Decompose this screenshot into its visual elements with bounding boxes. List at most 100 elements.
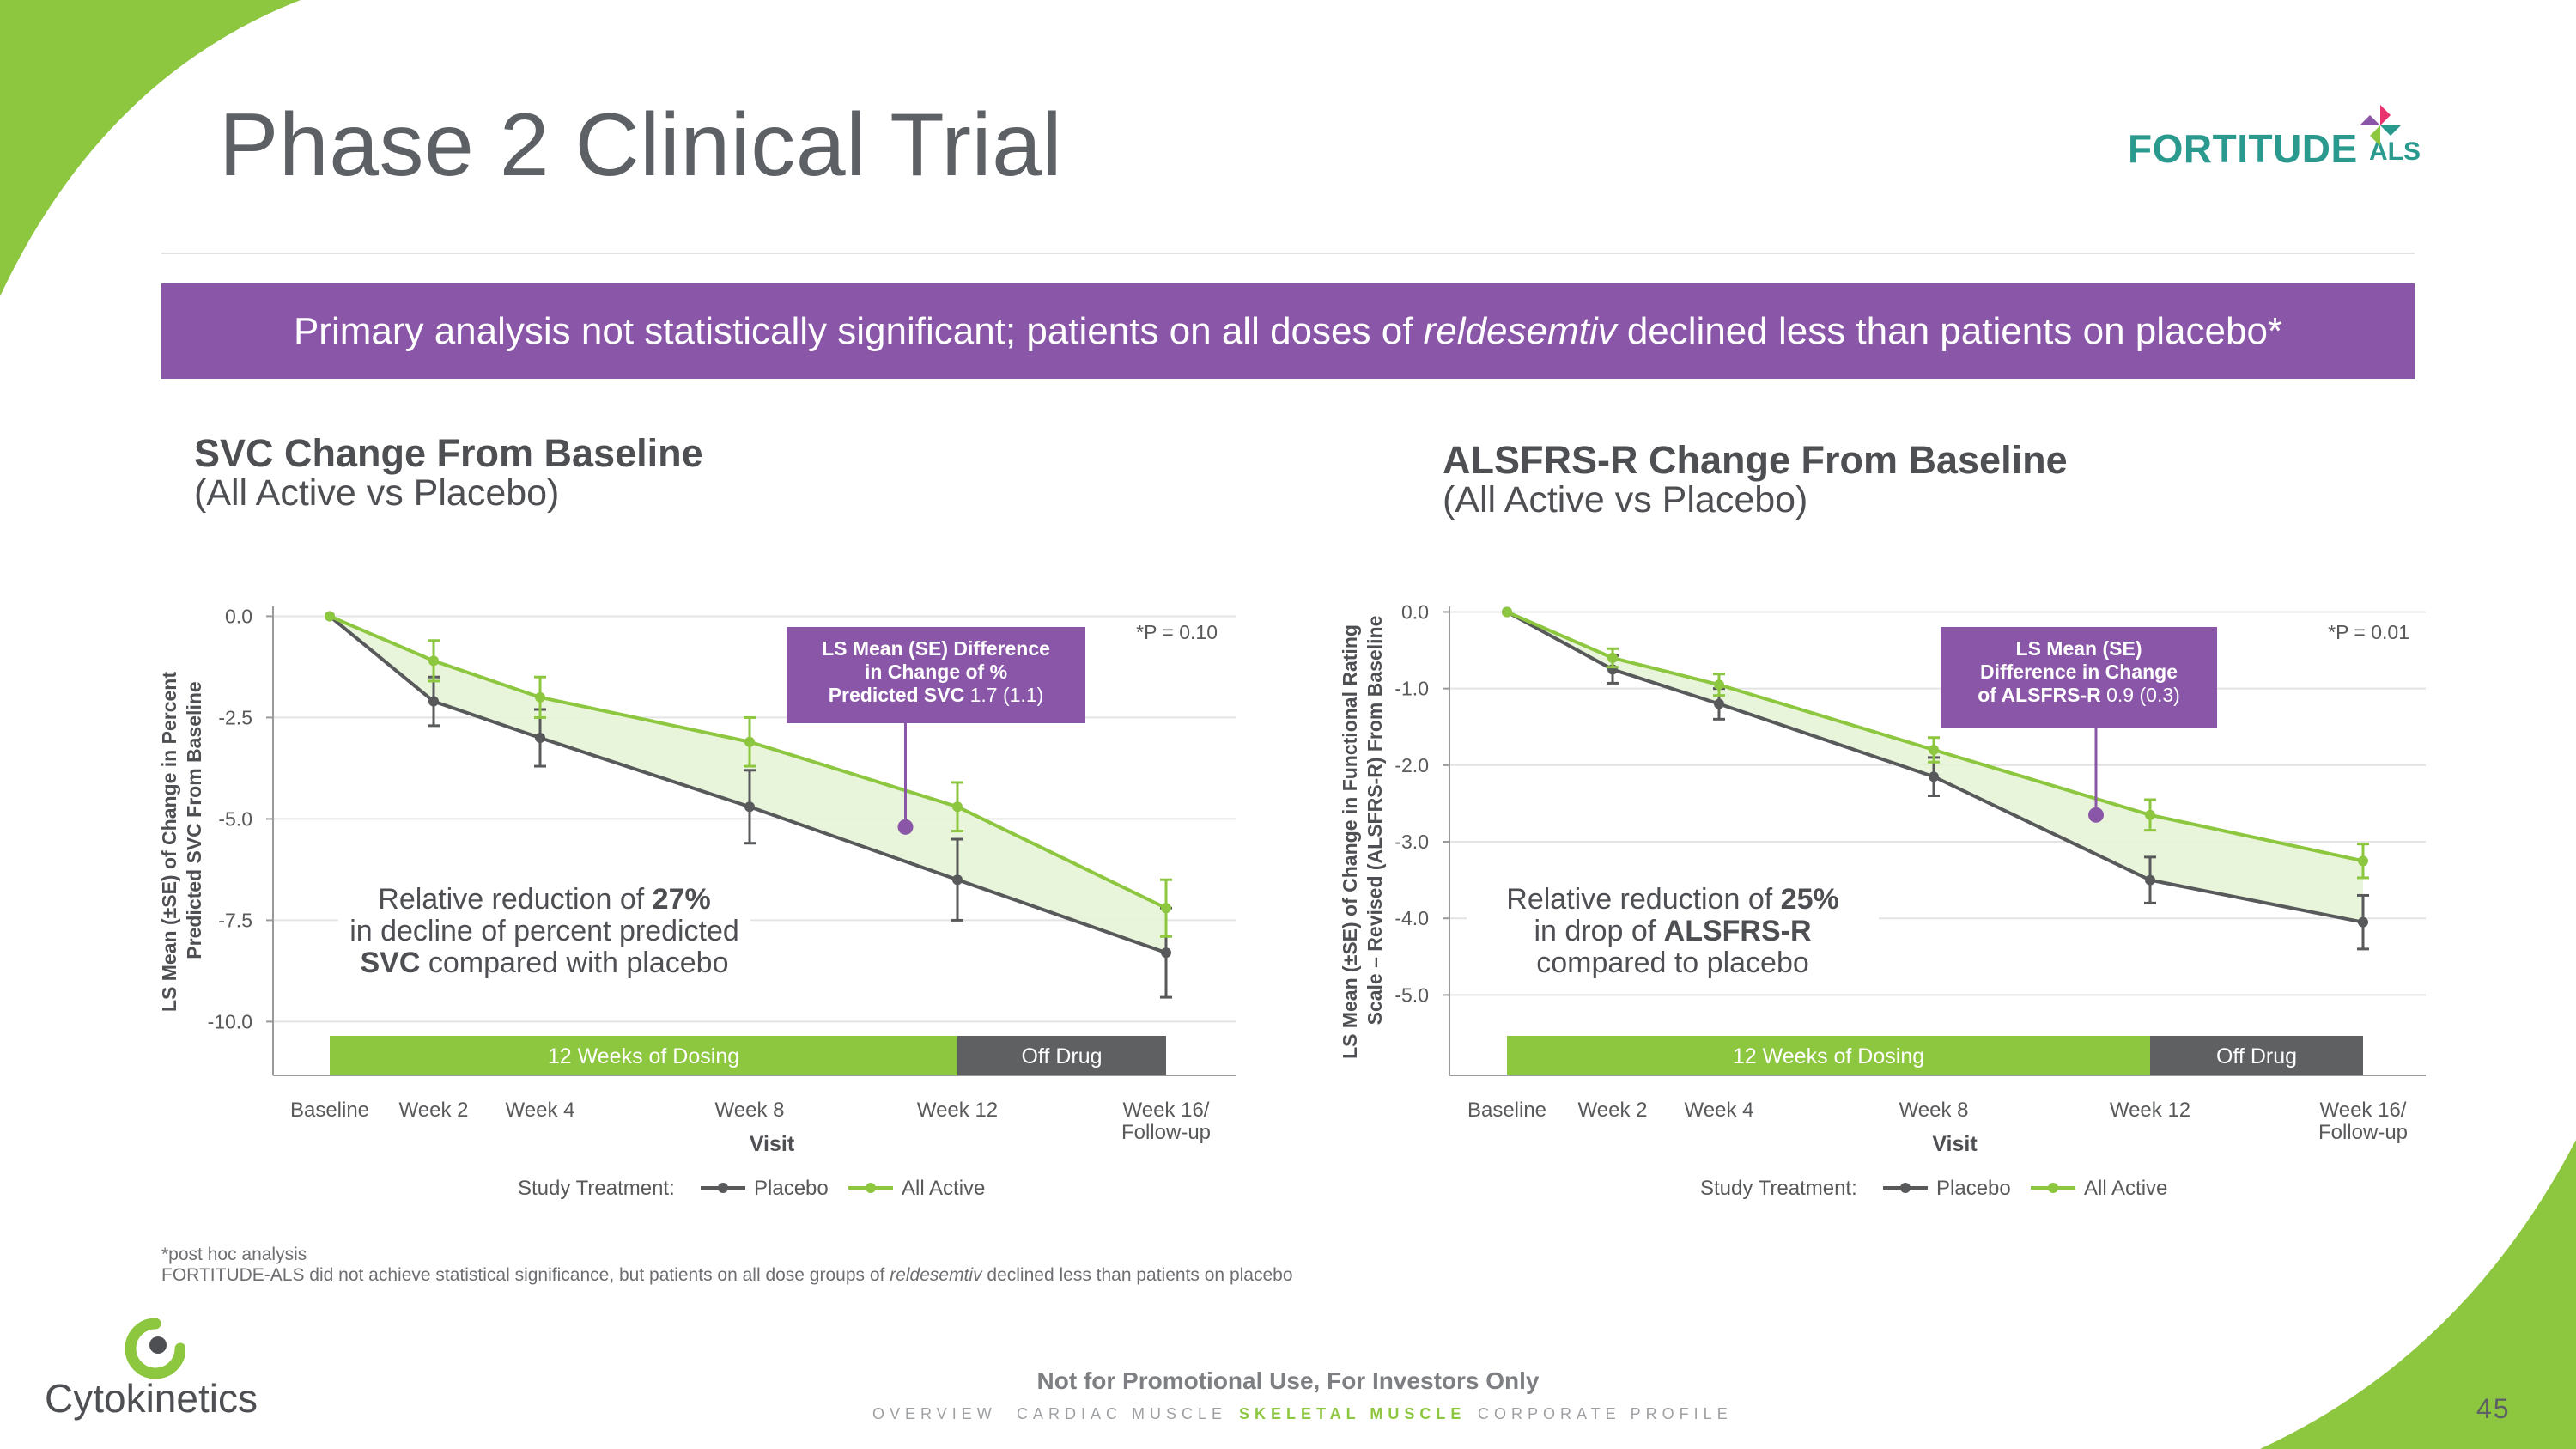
banner-drug-name: reldesemtiv [1423,310,1617,352]
fortitude-als-logo: FORTITUDE ALS [2128,101,2421,171]
all-active-point [952,801,963,813]
y-tick-label: 0.0 [1401,600,1429,623]
annotation-text-line: LS Mean (SE) Difference [822,637,1050,660]
banner-text-end: declined less than patients on placebo* [1616,310,2283,352]
placebo-point [535,733,545,744]
off-drug-label: Off Drug [2216,1044,2297,1068]
cytokinetics-logo: Cytokinetics [45,1318,285,1422]
reduction-line3: SVC compared with placebo [360,947,728,979]
dosing-period-bar [330,1036,957,1075]
p-value-label: *P = 0.10 [1136,621,1218,643]
footnote-significance: FORTITUDE-ALS did not achieve statistica… [161,1265,1293,1286]
placebo-point [1929,771,1939,782]
p-value-label: *P = 0.01 [2328,621,2409,643]
legend-all-active-label: All Active [2084,1177,2167,1200]
reduction-line1-text: Relative reduction of [378,883,652,916]
footnote-text-end: declined less than patients on placebo [981,1265,1293,1285]
footnote-post-hoc: *post hoc analysis [161,1245,307,1264]
reduction-text-background [338,878,750,974]
reduction-percentage: 27% [653,883,711,916]
x-tick-label: Week 12 [2110,1099,2190,1122]
all-active-point [1161,903,1171,914]
dosing-period-label: 12 Weeks of Dosing [1733,1044,1924,1068]
x-axis-title: Visit [1932,1132,1978,1156]
x-tick-label: Week 12 [917,1099,998,1122]
x-tick-label: Week 8 [715,1099,785,1122]
y-tick-label: -5.0 [218,807,252,830]
placebo-point [1161,947,1171,959]
annotation-text-value-line: Predicted SVC 1.7 (1.1) [829,684,1044,706]
y-tick-label: 0.0 [225,605,252,627]
all-active-series-line [329,614,1167,910]
y-axis-title-line1: LS Mean (±SE) of Change in Functional Ra… [1339,624,1361,1059]
all-active-point [1502,606,1512,618]
reduction-line3-text: compared to placebo [1536,947,1809,979]
y-tick-label: -2.0 [1394,754,1429,776]
annotation-text-line: LS Mean (SE) [2016,637,2142,660]
y-tick-label: -2.5 [218,706,252,728]
corner-accent-bottom-right [2260,1140,2576,1449]
x-tick-label: Follow-up [1121,1121,1211,1144]
dosing-period-label: 12 Weeks of Dosing [548,1044,739,1068]
y-axis-title-line2: Scale – Revised (ALSFRS-R) From Baseline [1364,616,1386,1026]
reduction-line1: Relative reduction of 27% [378,883,710,916]
annotation-value: 0.9 (0.3) [2101,684,2180,706]
x-tick-label: Week 2 [399,1099,469,1122]
all-active-point [325,611,335,622]
dosing-period-bar [1507,1036,2150,1075]
x-tick-label: Baseline [1467,1099,1546,1122]
reduction-line2: in drop of ALSFRS-R [1534,915,1811,947]
alsfrs-chart-title: ALSFRS-R Change From Baseline [1443,438,2068,482]
placebo-point [428,696,439,707]
all-active-point [535,691,545,703]
legend-placebo-swatch-point [718,1183,728,1193]
nav-skeletal-muscle[interactable]: SKELETAL MUSCLE [1239,1405,1467,1422]
nav-cardiac-muscle[interactable]: CARDIAC MUSCLE [1017,1405,1228,1422]
x-tick-label: Baseline [290,1099,369,1122]
annotation-text-line: Difference in Change [1980,661,2178,683]
x-tick-label: Week 16/ [1123,1099,1210,1122]
y-axis-title-line2: Predicted SVC From Baseline [183,681,205,959]
off-drug-bar [2150,1036,2363,1075]
reduction-text-background [1467,878,1879,974]
footnote-text-start: FORTITUDE-ALS did not achieve statistica… [161,1265,890,1285]
y-tick-label: -1.0 [1394,678,1429,700]
nav-overview[interactable]: OVERVIEW [872,1405,997,1422]
svc-change-chart: 0.0 -2.5 -5.0 -7.5 -10.0 12 Weeks of Dosing Of… [158,605,1236,1200]
y-tick-label: -4.0 [1394,907,1429,929]
reduction-line1: Relative reduction of 25% [1506,883,1838,916]
legend-all-active-swatch-point [2048,1183,2058,1193]
placebo-point [952,874,963,886]
banner-text-start: Primary analysis not statistically signi… [293,310,1424,352]
x-tick-label: Week 4 [506,1099,575,1122]
legend-all-active-label: All Active [902,1177,985,1200]
placebo-series-line [1506,610,2364,924]
y-tick-label: -3.0 [1394,831,1429,853]
nav-corporate-profile[interactable]: CORPORATE PROFILE [1478,1405,1733,1422]
legend-all-active-swatch-point [866,1183,876,1193]
page-title: Phase 2 Clinical Trial [219,95,1063,195]
reduction-line3-metric: SVC [360,947,420,979]
annotation-metric: Predicted SVC [829,684,965,706]
annotation-marker [2088,807,2104,823]
alsfrs-chart-subtitle: (All Active vs Placebo) [1443,479,1808,521]
fortitude-logo-word: FORTITUDE [2128,126,2358,171]
y-tick-label: -10.0 [208,1010,252,1032]
y-axis-title-line1: LS Mean (±SE) of Change in Percent [158,672,180,1012]
x-tick-label: Week 2 [1578,1099,1648,1122]
legend-placebo-swatch-point [1900,1183,1911,1193]
all-active-point [428,655,439,667]
footnote-drug-name: reldesemtiv [890,1265,982,1285]
reduction-percentage: 25% [1781,883,1839,916]
svc-chart-subtitle: (All Active vs Placebo) [194,472,560,514]
placebo-point [1714,698,1724,709]
reduction-line2: in decline of percent predicted [349,915,739,947]
all-active-point [744,736,755,747]
all-active-point [1714,679,1724,691]
annotation-metric: of ALSFRS-R [1978,684,2101,706]
alsfrs-change-chart: 0.0 -1.0 -2.0 -3.0 -4.0 -5.0 12 Weeks of Dosin… [1339,600,2426,1200]
annotation-text-value-line: of ALSFRS-R 0.9 (0.3) [1978,684,2180,706]
corner-accent-top-left [0,0,301,296]
placebo-point [744,801,755,813]
